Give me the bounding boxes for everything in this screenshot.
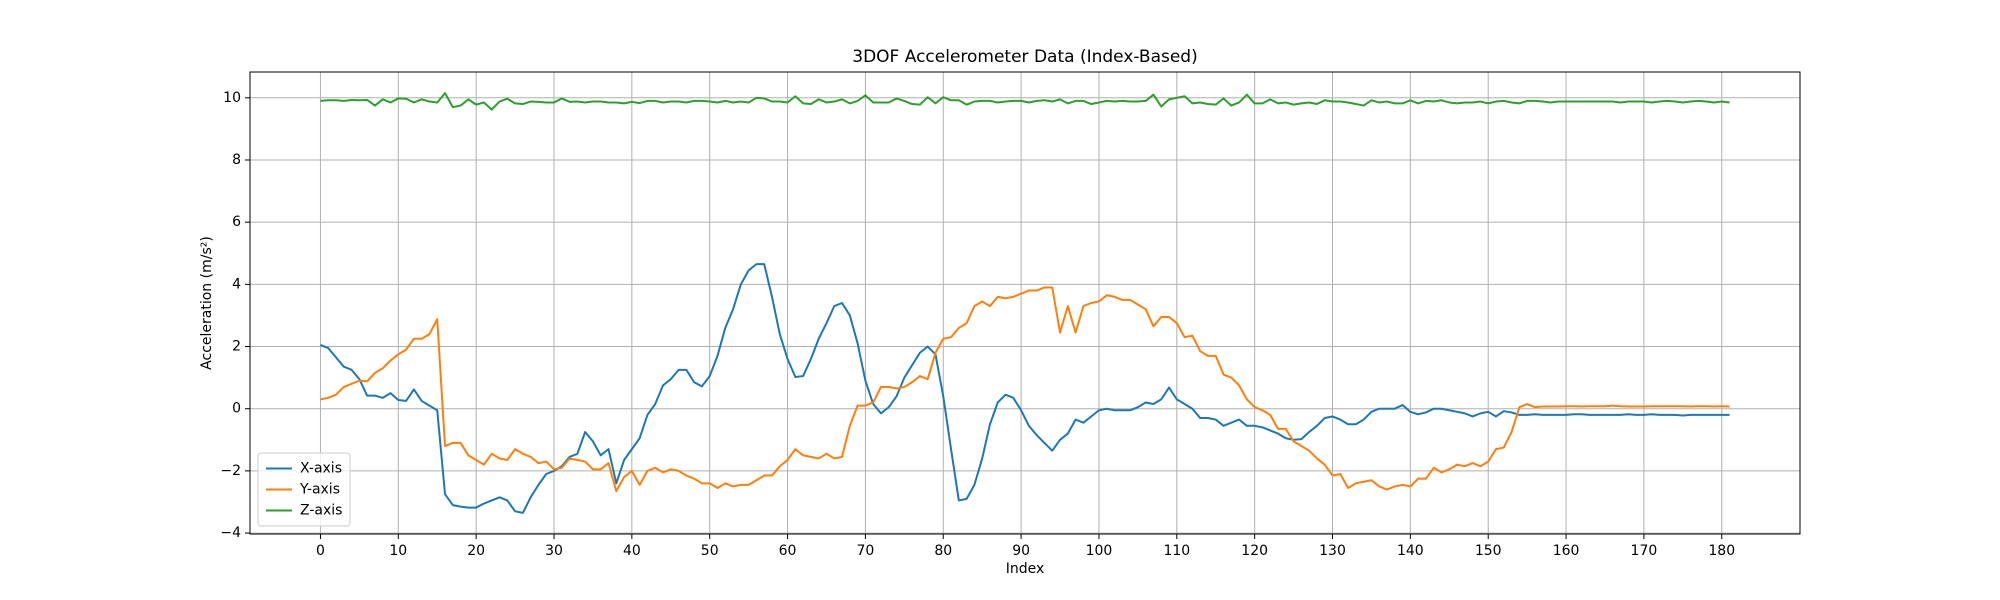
x-tick-label: 80 <box>934 543 952 559</box>
x-tick-label: 170 <box>1631 543 1658 559</box>
x-tick-label: 50 <box>701 543 719 559</box>
x-tick-label: 150 <box>1475 543 1502 559</box>
y-axis-label: Acceleration (m/s²) <box>199 236 215 370</box>
x-tick-label: 70 <box>856 543 874 559</box>
x-tick-label: 120 <box>1241 543 1268 559</box>
x-tick-label: 140 <box>1397 543 1424 559</box>
legend-label: X-axis <box>300 461 342 477</box>
plot <box>320 92 1730 514</box>
data-line <box>320 92 1730 111</box>
y-tick-label: 4 <box>232 276 241 292</box>
grid <box>250 72 1800 534</box>
y-tick-label: −2 <box>220 463 241 479</box>
legend-label: Z-axis <box>300 503 342 519</box>
chart-title: 3DOF Accelerometer Data (Index-Based) <box>852 47 1197 67</box>
x-tick-label: 100 <box>1086 543 1113 559</box>
y-tick-label: 10 <box>223 90 241 106</box>
plot-frame <box>249 71 1801 535</box>
x-tick-label: 10 <box>389 543 407 559</box>
data-line <box>320 286 1730 493</box>
x-tick-label: 90 <box>1012 543 1030 559</box>
data-line <box>320 263 1730 514</box>
x-tick-label: 40 <box>623 543 641 559</box>
x-tick-label: 0 <box>316 543 325 559</box>
x-tick-label: 160 <box>1553 543 1580 559</box>
y-tick-label: 0 <box>232 401 241 417</box>
y-tick-label: −4 <box>220 525 241 541</box>
x-axis-label: Index <box>1006 561 1045 577</box>
x-tick-label: 60 <box>779 543 797 559</box>
x-tick-label: 180 <box>1708 543 1735 559</box>
x-tick-label: 30 <box>545 543 563 559</box>
legend-box <box>257 452 351 527</box>
y-tick-label: 6 <box>232 214 241 230</box>
x-tick-label: 20 <box>467 543 485 559</box>
y-tick-label: 8 <box>232 152 241 168</box>
y-tick-label: 2 <box>232 339 241 355</box>
legend-label: Y-axis <box>299 482 340 498</box>
x-tick-label: 130 <box>1319 543 1346 559</box>
x-tick-label: 110 <box>1163 543 1190 559</box>
